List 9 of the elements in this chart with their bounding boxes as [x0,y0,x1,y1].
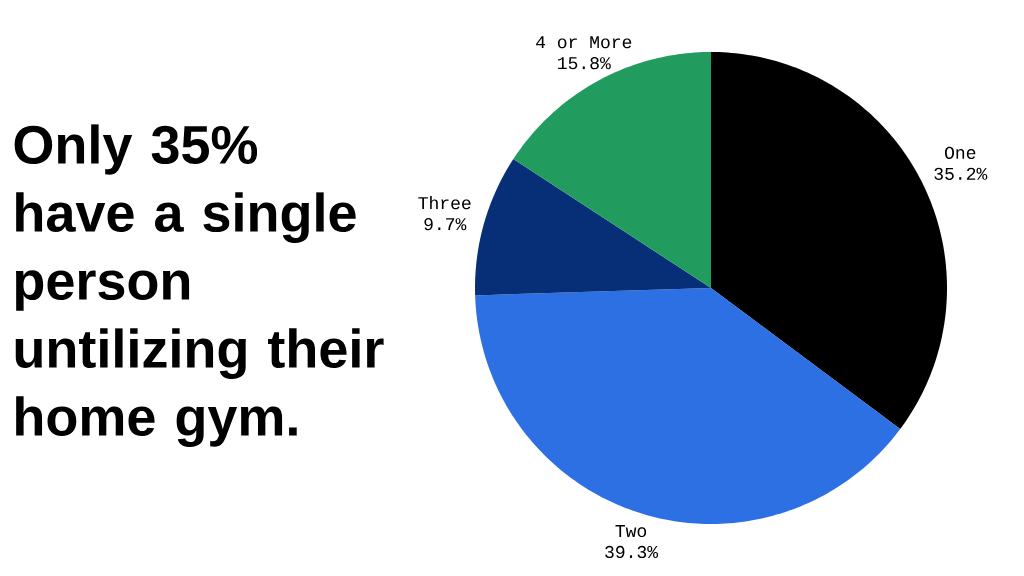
data-label: 35.2% [934,167,988,180]
data-label: 9.7% [424,218,467,231]
data-label: 15.8% [558,57,611,70]
data-label: 39.3% [605,545,659,559]
slice-label: One [945,146,976,159]
slice-label: 4 or More [536,36,632,49]
slice-label: Three [418,196,471,210]
slice-label: Two [615,525,647,538]
text: Only 35% have a single person untilizing their home gym. [14,124,384,447]
